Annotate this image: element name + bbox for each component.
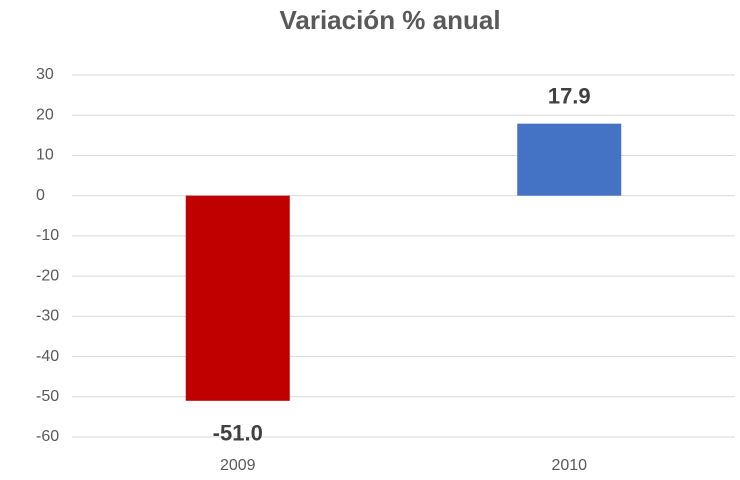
y-tick-label: 30 (36, 66, 54, 83)
x-tick-label: 2009 (220, 457, 256, 474)
y-tick-label: -60 (36, 428, 59, 445)
y-tick-label: 20 (36, 106, 54, 123)
y-tick-label: -40 (36, 348, 59, 365)
y-tick-label: -50 (36, 388, 59, 405)
y-tick-label: 10 (36, 147, 54, 164)
y-tick-label: -20 (36, 267, 59, 284)
x-tick-label: 2010 (551, 457, 587, 474)
y-tick-label: -30 (36, 308, 59, 325)
data-label: -51.0 (213, 421, 263, 446)
bar (517, 123, 622, 196)
data-label: 17.9 (548, 83, 591, 108)
chart-title: Variación % anual (279, 5, 500, 35)
bar (185, 195, 290, 401)
y-tick-label: -10 (36, 227, 59, 244)
y-tick-label: 0 (36, 187, 45, 204)
